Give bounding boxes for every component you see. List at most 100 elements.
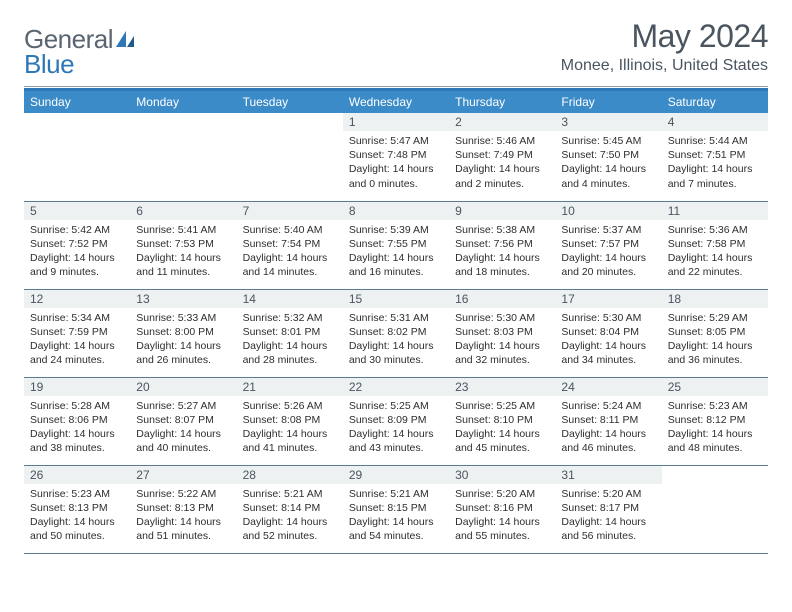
daylight-text: Daylight: 14 hours and 16 minutes.	[349, 251, 443, 279]
daylight-text: Daylight: 14 hours and 55 minutes.	[455, 515, 549, 543]
sunset-text: Sunset: 8:07 PM	[136, 413, 230, 427]
day-number: 6	[130, 202, 236, 220]
day-details: Sunrise: 5:40 AMSunset: 7:54 PMDaylight:…	[237, 220, 343, 284]
calendar-day-cell: 6Sunrise: 5:41 AMSunset: 7:53 PMDaylight…	[130, 201, 236, 289]
sunrise-text: Sunrise: 5:24 AM	[561, 399, 655, 413]
daylight-text: Daylight: 14 hours and 46 minutes.	[561, 427, 655, 455]
calendar-week-row: 12Sunrise: 5:34 AMSunset: 7:59 PMDayligh…	[24, 289, 768, 377]
day-number: 23	[449, 378, 555, 396]
sunset-text: Sunset: 7:50 PM	[561, 148, 655, 162]
day-number: 28	[237, 466, 343, 484]
sunrise-text: Sunrise: 5:28 AM	[30, 399, 124, 413]
sunset-text: Sunset: 7:54 PM	[243, 237, 337, 251]
sunrise-text: Sunrise: 5:46 AM	[455, 134, 549, 148]
calendar-day-cell: 3Sunrise: 5:45 AMSunset: 7:50 PMDaylight…	[555, 113, 661, 201]
sunset-text: Sunset: 8:13 PM	[30, 501, 124, 515]
sunrise-text: Sunrise: 5:42 AM	[30, 223, 124, 237]
calendar-day-cell: 8Sunrise: 5:39 AMSunset: 7:55 PMDaylight…	[343, 201, 449, 289]
day-number: 9	[449, 202, 555, 220]
sunset-text: Sunset: 7:57 PM	[561, 237, 655, 251]
day-number: 31	[555, 466, 661, 484]
daylight-text: Daylight: 14 hours and 51 minutes.	[136, 515, 230, 543]
day-details: Sunrise: 5:27 AMSunset: 8:07 PMDaylight:…	[130, 396, 236, 460]
daylight-text: Daylight: 14 hours and 36 minutes.	[668, 339, 762, 367]
calendar-header-row: SundayMondayTuesdayWednesdayThursdayFrid…	[24, 91, 768, 113]
calendar-day-cell: 24Sunrise: 5:24 AMSunset: 8:11 PMDayligh…	[555, 377, 661, 465]
sunrise-text: Sunrise: 5:21 AM	[243, 487, 337, 501]
day-details: Sunrise: 5:45 AMSunset: 7:50 PMDaylight:…	[555, 131, 661, 195]
calendar-day-cell: 16Sunrise: 5:30 AMSunset: 8:03 PMDayligh…	[449, 289, 555, 377]
sunrise-text: Sunrise: 5:41 AM	[136, 223, 230, 237]
calendar-week-row: ......1Sunrise: 5:47 AMSunset: 7:48 PMDa…	[24, 113, 768, 201]
day-number: 8	[343, 202, 449, 220]
daylight-text: Daylight: 14 hours and 7 minutes.	[668, 162, 762, 190]
day-details: Sunrise: 5:39 AMSunset: 7:55 PMDaylight:…	[343, 220, 449, 284]
calendar-day-cell: 20Sunrise: 5:27 AMSunset: 8:07 PMDayligh…	[130, 377, 236, 465]
daylight-text: Daylight: 14 hours and 48 minutes.	[668, 427, 762, 455]
day-header: Monday	[130, 91, 236, 113]
calendar-day-cell: 26Sunrise: 5:23 AMSunset: 8:13 PMDayligh…	[24, 465, 130, 553]
daylight-text: Daylight: 14 hours and 24 minutes.	[30, 339, 124, 367]
calendar-week-row: 26Sunrise: 5:23 AMSunset: 8:13 PMDayligh…	[24, 465, 768, 553]
sunrise-text: Sunrise: 5:40 AM	[243, 223, 337, 237]
sunset-text: Sunset: 8:06 PM	[30, 413, 124, 427]
calendar-day-cell: 1Sunrise: 5:47 AMSunset: 7:48 PMDaylight…	[343, 113, 449, 201]
calendar-day-cell: 27Sunrise: 5:22 AMSunset: 8:13 PMDayligh…	[130, 465, 236, 553]
calendar-day-cell: 17Sunrise: 5:30 AMSunset: 8:04 PMDayligh…	[555, 289, 661, 377]
day-number: 13	[130, 290, 236, 308]
calendar-page: GeneralBlue May 2024 Monee, Illinois, Un…	[0, 0, 792, 566]
daylight-text: Daylight: 14 hours and 56 minutes.	[561, 515, 655, 543]
calendar-day-cell: 22Sunrise: 5:25 AMSunset: 8:09 PMDayligh…	[343, 377, 449, 465]
calendar-day-cell: ..	[130, 113, 236, 201]
day-number: 27	[130, 466, 236, 484]
day-number: 7	[237, 202, 343, 220]
day-number: 14	[237, 290, 343, 308]
sunrise-text: Sunrise: 5:20 AM	[561, 487, 655, 501]
daylight-text: Daylight: 14 hours and 0 minutes.	[349, 162, 443, 190]
day-number: 4	[662, 113, 768, 131]
daylight-text: Daylight: 14 hours and 9 minutes.	[30, 251, 124, 279]
day-details: Sunrise: 5:20 AMSunset: 8:16 PMDaylight:…	[449, 484, 555, 548]
day-details: Sunrise: 5:23 AMSunset: 8:12 PMDaylight:…	[662, 396, 768, 460]
daylight-text: Daylight: 14 hours and 11 minutes.	[136, 251, 230, 279]
day-number: 11	[662, 202, 768, 220]
calendar-day-cell: 11Sunrise: 5:36 AMSunset: 7:58 PMDayligh…	[662, 201, 768, 289]
day-number: 17	[555, 290, 661, 308]
sunset-text: Sunset: 8:03 PM	[455, 325, 549, 339]
sunset-text: Sunset: 7:51 PM	[668, 148, 762, 162]
day-details: Sunrise: 5:26 AMSunset: 8:08 PMDaylight:…	[237, 396, 343, 460]
day-number: 15	[343, 290, 449, 308]
day-header: Sunday	[24, 91, 130, 113]
calendar-day-cell: ..	[662, 465, 768, 553]
sunrise-text: Sunrise: 5:22 AM	[136, 487, 230, 501]
day-header: Wednesday	[343, 91, 449, 113]
day-number: 16	[449, 290, 555, 308]
day-number: 18	[662, 290, 768, 308]
sail-icon	[115, 35, 137, 52]
sunrise-text: Sunrise: 5:34 AM	[30, 311, 124, 325]
day-number: 29	[343, 466, 449, 484]
sunrise-text: Sunrise: 5:20 AM	[455, 487, 549, 501]
sunset-text: Sunset: 8:08 PM	[243, 413, 337, 427]
daylight-text: Daylight: 14 hours and 20 minutes.	[561, 251, 655, 279]
day-details: Sunrise: 5:24 AMSunset: 8:11 PMDaylight:…	[555, 396, 661, 460]
day-details: Sunrise: 5:30 AMSunset: 8:03 PMDaylight:…	[449, 308, 555, 372]
daylight-text: Daylight: 14 hours and 54 minutes.	[349, 515, 443, 543]
day-details: Sunrise: 5:30 AMSunset: 8:04 PMDaylight:…	[555, 308, 661, 372]
day-details: Sunrise: 5:41 AMSunset: 7:53 PMDaylight:…	[130, 220, 236, 284]
day-number: 20	[130, 378, 236, 396]
sunset-text: Sunset: 7:55 PM	[349, 237, 443, 251]
calendar-day-cell: 13Sunrise: 5:33 AMSunset: 8:00 PMDayligh…	[130, 289, 236, 377]
day-number: 1	[343, 113, 449, 131]
calendar-day-cell: 23Sunrise: 5:25 AMSunset: 8:10 PMDayligh…	[449, 377, 555, 465]
calendar-day-cell: 30Sunrise: 5:20 AMSunset: 8:16 PMDayligh…	[449, 465, 555, 553]
calendar-day-cell: 28Sunrise: 5:21 AMSunset: 8:14 PMDayligh…	[237, 465, 343, 553]
day-details: Sunrise: 5:38 AMSunset: 7:56 PMDaylight:…	[449, 220, 555, 284]
day-details: Sunrise: 5:36 AMSunset: 7:58 PMDaylight:…	[662, 220, 768, 284]
day-number: 19	[24, 378, 130, 396]
sunrise-text: Sunrise: 5:32 AM	[243, 311, 337, 325]
daylight-text: Daylight: 14 hours and 14 minutes.	[243, 251, 337, 279]
day-details: Sunrise: 5:28 AMSunset: 8:06 PMDaylight:…	[24, 396, 130, 460]
calendar-day-cell: 29Sunrise: 5:21 AMSunset: 8:15 PMDayligh…	[343, 465, 449, 553]
daylight-text: Daylight: 14 hours and 4 minutes.	[561, 162, 655, 190]
